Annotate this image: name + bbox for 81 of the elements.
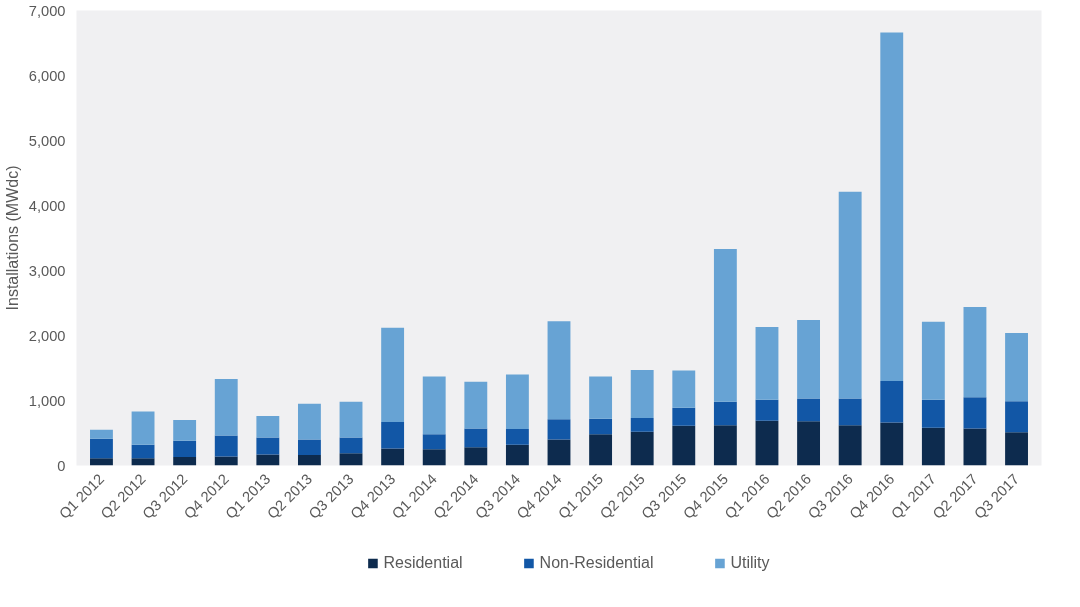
y-tick-label: 0 bbox=[57, 457, 66, 474]
bar bbox=[256, 416, 280, 438]
legend-label: Non-Residential bbox=[539, 554, 654, 572]
y-tick-label: 6,000 bbox=[28, 67, 66, 84]
bar bbox=[630, 369, 654, 419]
y-tick-label: 5,000 bbox=[28, 132, 66, 149]
bar bbox=[547, 321, 571, 420]
y-tick-label: 1,000 bbox=[28, 392, 66, 409]
bar bbox=[755, 420, 779, 466]
bar bbox=[422, 376, 446, 435]
bar bbox=[672, 425, 696, 466]
bar bbox=[90, 429, 113, 439]
bar bbox=[797, 319, 821, 399]
bar bbox=[381, 421, 405, 449]
bar bbox=[963, 306, 987, 398]
bar bbox=[797, 398, 821, 422]
bar bbox=[963, 397, 987, 429]
bar bbox=[173, 420, 197, 441]
bar bbox=[256, 454, 280, 466]
bar bbox=[464, 428, 488, 448]
bar bbox=[755, 327, 779, 400]
bar bbox=[1005, 432, 1028, 466]
bar bbox=[1005, 332, 1028, 402]
bar bbox=[921, 427, 945, 466]
bar bbox=[422, 449, 446, 466]
bar bbox=[297, 439, 321, 456]
bar bbox=[713, 249, 737, 402]
bar bbox=[630, 431, 654, 466]
bar bbox=[589, 418, 613, 435]
bar bbox=[755, 399, 779, 421]
bar bbox=[505, 374, 529, 430]
bar bbox=[963, 428, 987, 466]
bar bbox=[672, 407, 696, 426]
bar bbox=[381, 327, 405, 422]
bar bbox=[131, 458, 155, 466]
bar bbox=[505, 444, 529, 466]
bar bbox=[838, 398, 862, 426]
y-tick-label: 7,000 bbox=[28, 2, 66, 19]
bar bbox=[339, 453, 363, 466]
bar bbox=[505, 429, 529, 445]
bar bbox=[464, 381, 488, 429]
bar bbox=[339, 437, 363, 454]
bar bbox=[713, 425, 737, 466]
y-tick-label: 4,000 bbox=[28, 197, 66, 214]
bar bbox=[630, 418, 654, 432]
bar bbox=[90, 458, 113, 466]
bar bbox=[1005, 401, 1028, 433]
bar bbox=[214, 456, 238, 466]
bar bbox=[297, 403, 321, 440]
bar bbox=[422, 434, 446, 450]
legend-label: Utility bbox=[730, 554, 770, 572]
bar bbox=[880, 381, 904, 423]
bar bbox=[173, 457, 197, 466]
bar bbox=[838, 425, 862, 466]
y-tick-label: 2,000 bbox=[28, 327, 66, 344]
bar bbox=[131, 444, 155, 459]
bar bbox=[880, 422, 904, 466]
bar bbox=[921, 321, 945, 400]
bar bbox=[297, 455, 321, 466]
bar bbox=[547, 439, 571, 466]
bar bbox=[90, 438, 113, 459]
bar bbox=[589, 434, 613, 466]
bar bbox=[256, 437, 280, 455]
bar bbox=[921, 399, 945, 428]
bar bbox=[173, 440, 197, 458]
bar bbox=[381, 448, 405, 466]
bar bbox=[214, 435, 238, 457]
y-axis-title: Installations (MWdc) bbox=[3, 165, 21, 311]
bar bbox=[589, 376, 613, 419]
bar bbox=[672, 370, 696, 408]
bar bbox=[838, 191, 862, 399]
bar bbox=[797, 421, 821, 466]
bar bbox=[880, 32, 904, 381]
bar bbox=[214, 379, 238, 436]
bar bbox=[131, 411, 155, 445]
bar bbox=[547, 419, 571, 440]
bar bbox=[464, 447, 488, 466]
bar bbox=[713, 401, 737, 426]
bar bbox=[339, 401, 363, 438]
y-tick-label: 3,000 bbox=[28, 262, 66, 279]
legend-label: Residential bbox=[383, 554, 463, 572]
